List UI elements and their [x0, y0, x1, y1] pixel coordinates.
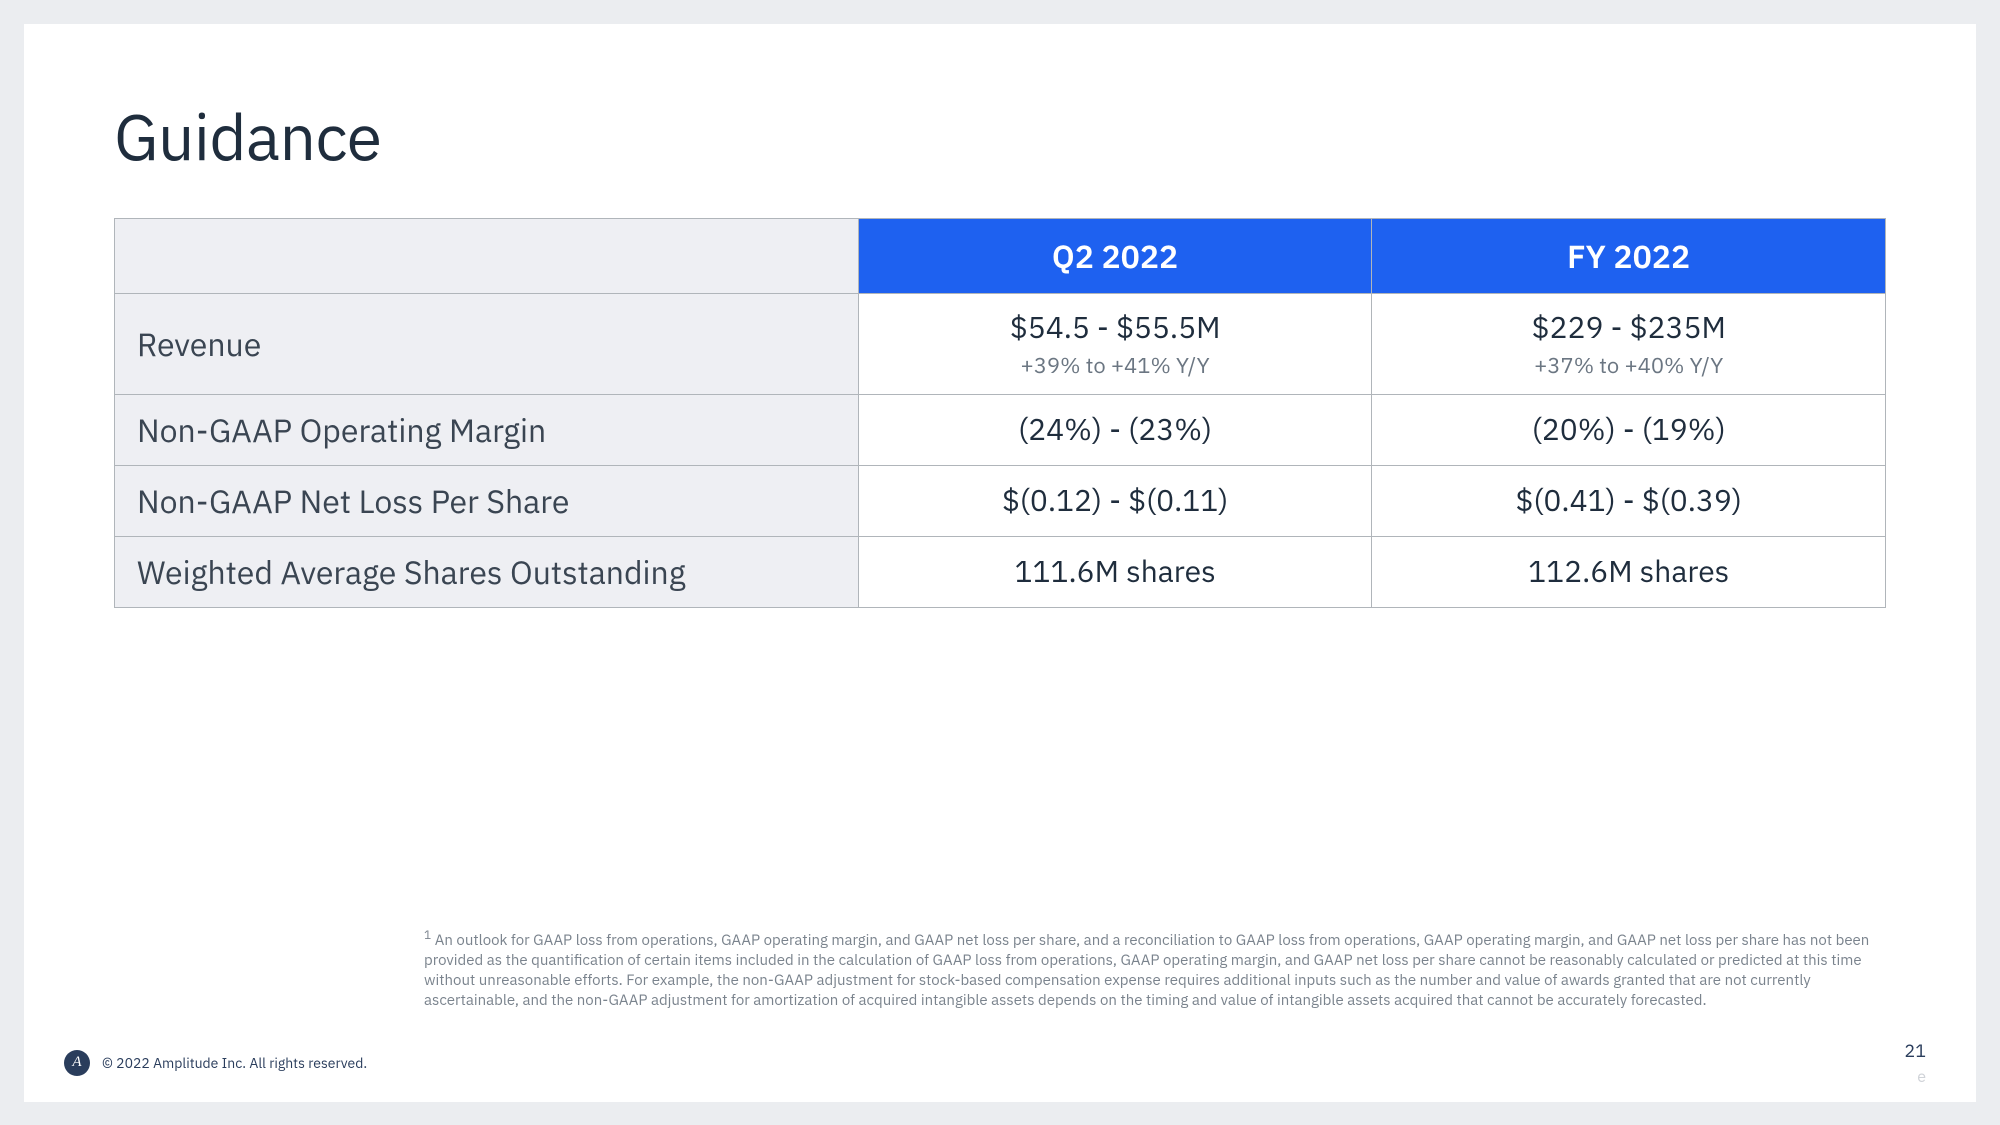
value-primary: 111.6M shares — [881, 552, 1350, 591]
table-row: Non-GAAP Operating Margin (24%) - (23%) … — [115, 394, 1886, 465]
value-primary: 112.6M shares — [1394, 552, 1863, 591]
watermark: e — [1917, 1067, 1926, 1087]
row-label-shares: Weighted Average Shares Outstanding — [115, 536, 859, 607]
table-header-row: Q2 2022 FY 2022 — [115, 218, 1886, 293]
logo-text: A — [72, 1054, 81, 1071]
row-label-opmargin: Non-GAAP Operating Margin — [115, 394, 859, 465]
cell-opmargin-fy: (20%) - (19%) — [1372, 394, 1886, 465]
cell-revenue-fy: $229 - $235M +37% to +40% Y/Y — [1372, 293, 1886, 394]
value-sub: +39% to +41% Y/Y — [881, 351, 1350, 380]
value-primary: $54.5 - $55.5M — [881, 308, 1350, 347]
logo-icon: A — [64, 1050, 90, 1076]
table-row: Weighted Average Shares Outstanding 111.… — [115, 536, 1886, 607]
page-title: Guidance — [114, 94, 1886, 178]
guidance-table: Q2 2022 FY 2022 Revenue $54.5 - $55.5M +… — [114, 218, 1886, 608]
row-label-revenue: Revenue — [115, 293, 859, 394]
value-primary: $229 - $235M — [1394, 308, 1863, 347]
row-label-netloss: Non-GAAP Net Loss Per Share — [115, 465, 859, 536]
cell-revenue-q2: $54.5 - $55.5M +39% to +41% Y/Y — [858, 293, 1372, 394]
table-row: Revenue $54.5 - $55.5M +39% to +41% Y/Y … — [115, 293, 1886, 394]
cell-netloss-q2: $(0.12) - $(0.11) — [858, 465, 1372, 536]
value-sub: +37% to +40% Y/Y — [1394, 351, 1863, 380]
footnote-text: An outlook for GAAP loss from operations… — [424, 931, 1869, 1011]
table-header-blank — [115, 218, 859, 293]
cell-shares-fy: 112.6M shares — [1372, 536, 1886, 607]
copyright-text: © 2022 Amplitude Inc. All rights reserve… — [102, 1054, 367, 1072]
value-primary: $(0.41) - $(0.39) — [1394, 481, 1863, 520]
footnote: 1 An outlook for GAAP loss from operatio… — [424, 928, 1886, 1012]
slide: Guidance Q2 2022 FY 2022 Revenue $54.5 -… — [24, 24, 1976, 1102]
page-number: 21 — [1904, 1039, 1926, 1062]
value-primary: $(0.12) - $(0.11) — [881, 481, 1350, 520]
footnote-marker: 1 — [424, 928, 431, 943]
cell-netloss-fy: $(0.41) - $(0.39) — [1372, 465, 1886, 536]
cell-shares-q2: 111.6M shares — [858, 536, 1372, 607]
cell-opmargin-q2: (24%) - (23%) — [858, 394, 1372, 465]
table-header-q2: Q2 2022 — [858, 218, 1372, 293]
value-primary: (24%) - (23%) — [881, 410, 1350, 449]
table-row: Non-GAAP Net Loss Per Share $(0.12) - $(… — [115, 465, 1886, 536]
table-header-fy: FY 2022 — [1372, 218, 1886, 293]
footer: A © 2022 Amplitude Inc. All rights reser… — [64, 1050, 367, 1076]
value-primary: (20%) - (19%) — [1394, 410, 1863, 449]
